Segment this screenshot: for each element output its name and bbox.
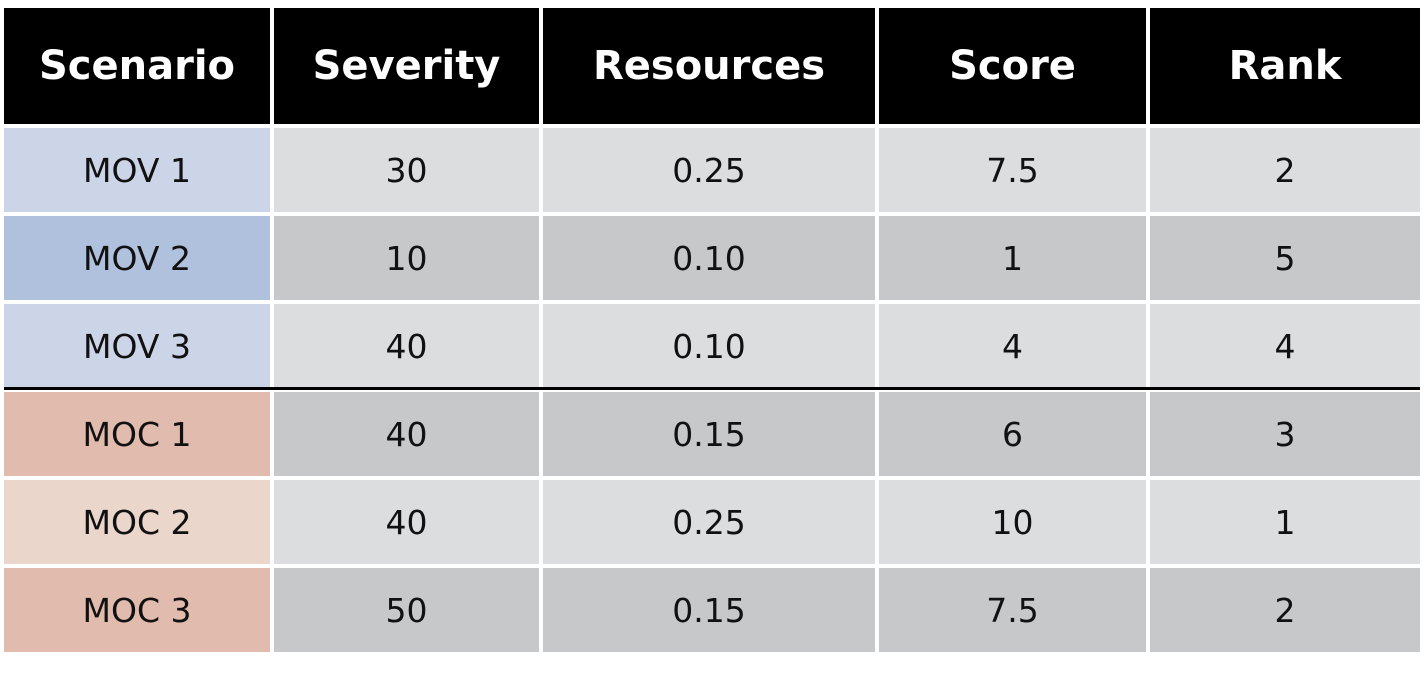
data-cell: 7.5 xyxy=(879,568,1146,652)
group-divider xyxy=(4,387,1420,390)
data-cell: 2 xyxy=(1150,128,1420,212)
header-cell: Scenario xyxy=(4,8,270,124)
data-cell: 40 xyxy=(274,480,539,564)
header-cell: Score xyxy=(879,8,1146,124)
scenario-cell: MOC 2 xyxy=(4,480,270,564)
data-cell: 40 xyxy=(274,392,539,476)
scenario-cell: MOV 2 xyxy=(4,216,270,300)
scenario-cell: MOC 1 xyxy=(4,392,270,476)
data-cell: 40 xyxy=(274,304,539,388)
scenario-cell: MOC 3 xyxy=(4,568,270,652)
data-cell: 0.25 xyxy=(543,128,875,212)
header-cell: Severity xyxy=(274,8,539,124)
data-cell: 1 xyxy=(879,216,1146,300)
data-cell: 4 xyxy=(879,304,1146,388)
data-cell: 30 xyxy=(274,128,539,212)
data-cell: 2 xyxy=(1150,568,1420,652)
data-cell: 3 xyxy=(1150,392,1420,476)
data-cell: 0.15 xyxy=(543,392,875,476)
data-cell: 50 xyxy=(274,568,539,652)
data-cell: 7.5 xyxy=(879,128,1146,212)
data-cell: 10 xyxy=(274,216,539,300)
data-cell: 0.15 xyxy=(543,568,875,652)
data-cell: 5 xyxy=(1150,216,1420,300)
data-cell: 0.10 xyxy=(543,216,875,300)
data-cell: 4 xyxy=(1150,304,1420,388)
data-cell: 1 xyxy=(1150,480,1420,564)
data-cell: 10 xyxy=(879,480,1146,564)
scenario-cell: MOV 3 xyxy=(4,304,270,388)
header-cell: Rank xyxy=(1150,8,1420,124)
header-cell: Resources xyxy=(543,8,875,124)
data-cell: 0.10 xyxy=(543,304,875,388)
scenario-cell: MOV 1 xyxy=(4,128,270,212)
data-cell: 6 xyxy=(879,392,1146,476)
data-cell: 0.25 xyxy=(543,480,875,564)
